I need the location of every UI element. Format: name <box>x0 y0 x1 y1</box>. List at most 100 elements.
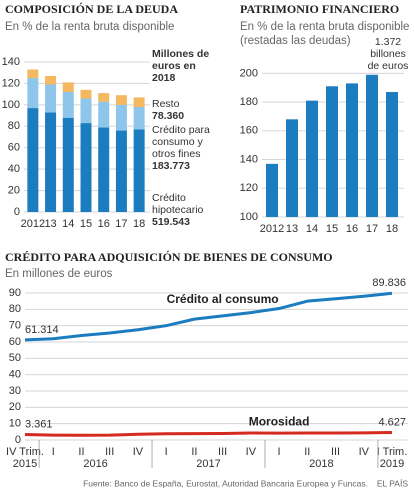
y-tick-label: 100 <box>240 211 258 223</box>
bar-segment <box>45 112 57 212</box>
x-tick-label: IV <box>359 446 370 458</box>
x-tick-label: III <box>105 446 114 458</box>
series-annotation: Crédito hipotecario 519.543 <box>152 192 222 228</box>
legend-amount: 519.543 <box>152 216 190 228</box>
y-tick-label: 20 <box>8 184 20 196</box>
bar-segment <box>133 129 145 212</box>
bar <box>366 74 378 217</box>
year-label: 2015 <box>13 458 37 470</box>
x-tick-label: 13 <box>44 218 56 230</box>
bar <box>346 83 358 217</box>
source: Fuente: Banco de España, Eurostat, Autor… <box>83 478 368 488</box>
bar-segment <box>98 101 110 128</box>
y-tick-label: 160 <box>240 125 258 137</box>
x-tick-label: II <box>304 446 310 458</box>
x-tick-label: III <box>218 446 227 458</box>
x-tick-label: 15 <box>326 223 338 235</box>
bar-segment <box>62 92 74 118</box>
series-annotation: Crédito para consumo y otros fines 183.77… <box>152 124 222 172</box>
y-tick-label: 40 <box>9 369 21 381</box>
y-tick-label: 40 <box>8 163 20 175</box>
y-tick-label: 0 <box>15 434 21 446</box>
bar-segment <box>115 95 127 105</box>
x-tick-label: 13 <box>286 223 298 235</box>
year-label: 2017 <box>196 458 220 470</box>
x-tick-label: I <box>278 446 281 458</box>
line-series <box>24 430 393 437</box>
x-tick-label: 16 <box>346 223 358 235</box>
bar-segment <box>27 69 39 79</box>
y-tick-label: 60 <box>8 142 20 154</box>
x-tick-label: 18 <box>386 223 398 235</box>
x-tick-label: 2012 <box>260 223 284 235</box>
y-tick-label: 30 <box>9 385 21 397</box>
series-label: Crédito al consumo <box>167 292 279 306</box>
year-label: 2019 <box>380 458 404 470</box>
legend-amount: 78.360 <box>152 110 185 122</box>
y-tick-label: 0 <box>14 206 20 218</box>
y-tick-label: 180 <box>240 96 258 108</box>
y-tick-label: 60 <box>9 336 21 348</box>
bar-segment <box>115 104 127 131</box>
y-tick-label: 50 <box>9 352 21 364</box>
chart-subtitle: En % de la renta bruta disponible (resta… <box>240 21 410 47</box>
year-label: 2016 <box>83 458 107 470</box>
bar-segment <box>45 84 57 113</box>
bar-segment <box>80 123 92 212</box>
bar-segment <box>80 98 92 124</box>
y-tick-label: 120 <box>240 182 258 194</box>
data-label: 3.361 <box>25 418 53 430</box>
x-tick-label: 14 <box>62 218 74 230</box>
series-annotation: Resto 78.360 <box>152 98 222 122</box>
chart-title: PATRIMONIO FINANCIERO <box>240 2 400 16</box>
x-tick-label: 18 <box>133 218 145 230</box>
data-label: 89.836 <box>372 277 406 289</box>
legend-amount: 183.773 <box>152 160 190 172</box>
y-tick-label: 90 <box>9 287 21 299</box>
x-tick-label: II <box>191 446 197 458</box>
bar <box>306 100 318 217</box>
x-tick-label: 2012 <box>21 218 45 230</box>
bar-segment <box>133 97 145 107</box>
bar-segment <box>27 78 39 109</box>
bar-segment <box>45 75 57 85</box>
x-tick-label: 16 <box>98 218 110 230</box>
legend-label: Crédito hipotecario <box>152 192 204 216</box>
bar <box>326 86 338 217</box>
x-tick-label: 17 <box>115 218 127 230</box>
bar <box>266 163 278 217</box>
year-label: 2018 <box>309 458 333 470</box>
bar-segment <box>98 127 110 212</box>
bar-segment <box>115 130 127 212</box>
y-tick-label: 10 <box>9 418 21 430</box>
chart-subtitle: En millones de euros <box>5 268 113 280</box>
x-tick-label: 14 <box>306 223 318 235</box>
bar <box>286 119 298 217</box>
y-tick-label: 80 <box>9 303 21 315</box>
x-tick-label: I <box>52 446 55 458</box>
x-tick-label: I <box>165 446 168 458</box>
bar-segment <box>62 82 74 92</box>
y-tick-label: 20 <box>9 401 21 413</box>
x-tick-label: I Trim. <box>377 446 408 458</box>
y-tick-label: 140 <box>240 153 258 165</box>
x-tick-label: IV Trim. <box>6 446 44 458</box>
y-tick-label: 80 <box>8 120 20 132</box>
x-tick-label: III <box>331 446 340 458</box>
chart-subtitle: En % de la renta bruta disponible <box>5 21 175 33</box>
chart-title: CRÉDITO PARA ADQUISICIÓN DE BIENES DE CO… <box>5 250 333 264</box>
data-label: 61.314 <box>25 324 59 336</box>
x-tick-label: II <box>78 446 84 458</box>
x-tick-label: IV <box>133 446 144 458</box>
bar-segment <box>133 107 145 130</box>
y-tick-label: 70 <box>9 320 21 332</box>
bar-annotation: 1.372 billones de euros <box>367 36 409 72</box>
y-tick-label: 120 <box>2 77 20 89</box>
brand: EL PAÍS <box>377 478 409 488</box>
series-label: Morosidad <box>249 414 310 428</box>
legend-label: Resto <box>152 98 180 110</box>
bar <box>386 92 398 217</box>
y-tick-label: 200 <box>240 67 258 79</box>
